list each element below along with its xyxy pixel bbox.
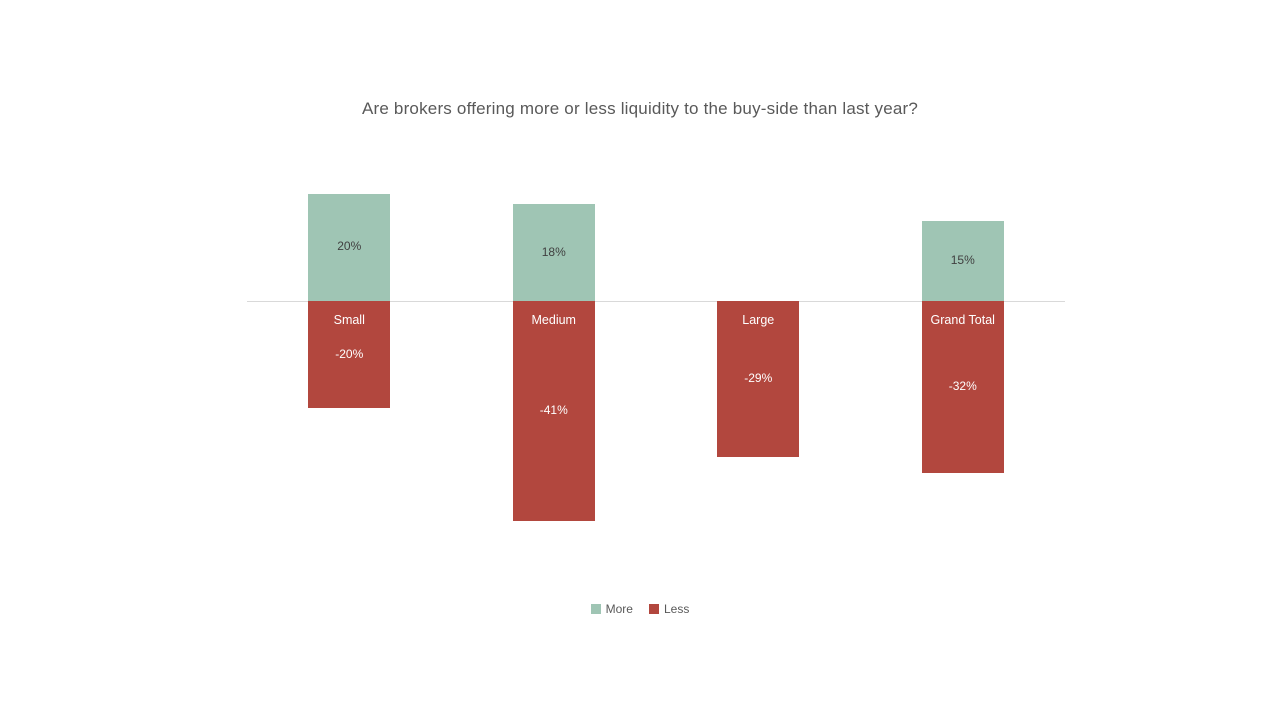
bar-more-grand-total <box>921 220 1004 301</box>
bar-less-large <box>717 301 800 457</box>
bar-value-label: 15% <box>950 252 975 267</box>
chart-legend: More Less <box>0 602 1280 616</box>
bar-value-label: -32% <box>948 378 977 393</box>
bar-value-label: -20% <box>335 346 364 361</box>
bar-value-label: 18% <box>541 244 566 259</box>
bar-more-small <box>308 193 391 301</box>
legend-item-less: Less <box>648 602 690 616</box>
bar-less-grand-total <box>921 301 1004 473</box>
category-label-grand-total: Grand Total <box>930 313 995 327</box>
legend-item-more: More <box>590 602 633 616</box>
legend-label-less: Less <box>663 602 690 616</box>
category-label-medium: Medium <box>531 313 576 327</box>
bar-more-medium <box>512 204 595 301</box>
legend-swatch-more-icon <box>590 604 601 614</box>
category-label-large: Large <box>742 313 775 327</box>
category-label-small: Small <box>333 313 365 327</box>
legend-label-more: More <box>605 602 633 616</box>
bar-less-medium <box>512 301 595 521</box>
chart-title: Are brokers offering more or less liquid… <box>361 99 919 118</box>
bar-value-label: 20% <box>337 239 362 254</box>
zero-axis-line <box>247 301 1065 302</box>
bar-value-label: -41% <box>539 403 568 417</box>
bar-value-label: -29% <box>744 370 773 385</box>
bar-less-small <box>308 301 391 409</box>
legend-swatch-less-icon <box>648 604 659 614</box>
